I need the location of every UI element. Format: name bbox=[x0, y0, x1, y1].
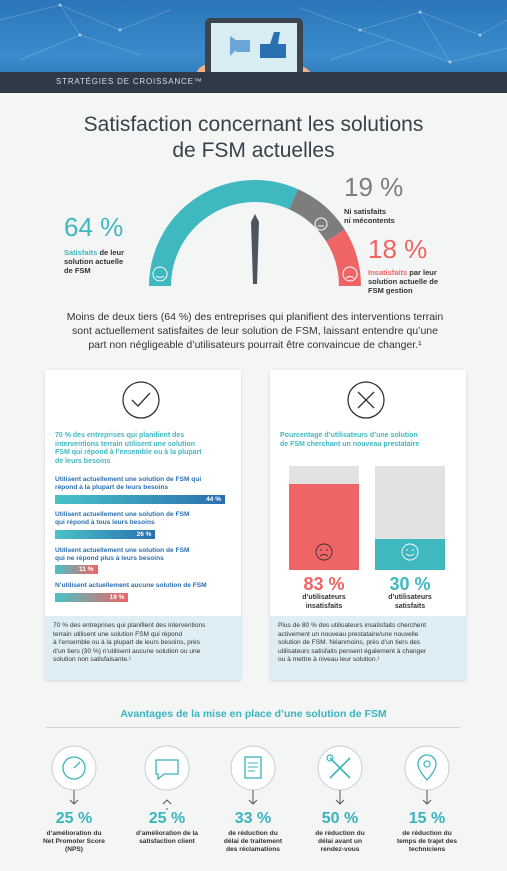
advantage-item-claims bbox=[207, 740, 299, 815]
intro-paragraph: Moins de deux tiers (64 %) des entrepris… bbox=[66, 311, 444, 351]
column-fill-dissatisfied bbox=[289, 483, 359, 570]
brand-band: STRATÉGIES DE CROISSANCE™ bbox=[0, 72, 507, 93]
advantage-caption-claims: de réduction du délai de traitement des ré… bbox=[223, 830, 283, 853]
advantage-item-appointment bbox=[294, 740, 386, 815]
dissatisfied-users-caption: d’utilisateurs insatisfaits bbox=[302, 594, 346, 610]
satisfied-users-caption: d’utilisateurs satisfaits bbox=[388, 594, 432, 610]
neutral-face-icon bbox=[314, 217, 328, 231]
advantage-caption-nps: d’amélioration du Net Promoter Score (NPS) bbox=[43, 830, 105, 853]
advantage-caption-travel: de réduction du temps de trajet des techni… bbox=[396, 830, 458, 853]
gauge-icon bbox=[51, 745, 97, 805]
advantage-pct-appointment: 50 % bbox=[321, 810, 359, 827]
sad-face-icon bbox=[342, 266, 358, 282]
page-title: Satisfaction concernant les solutions de… bbox=[83, 113, 424, 162]
gauge-arc-dissatisfied bbox=[325, 229, 362, 287]
document-icon bbox=[230, 745, 276, 805]
column-track-dissatisfied bbox=[289, 466, 359, 570]
bar-no-solution: 19 % bbox=[55, 593, 129, 602]
advantage-pct-nps: 25 % bbox=[55, 810, 93, 827]
header-banner: STRATÉGIES DE CROISSANCE™ bbox=[0, 0, 507, 93]
advantages-divider bbox=[46, 727, 460, 728]
cross-circle-icon bbox=[347, 381, 385, 419]
network-lines-decoration bbox=[0, 3, 507, 64]
advantages-title: Avantages de la mise en place d’une solu… bbox=[120, 708, 387, 720]
sad-face-icon bbox=[315, 543, 333, 561]
bar-no-longer-meets: 11 % bbox=[55, 565, 98, 574]
bar-all-needs: 26 % bbox=[55, 530, 156, 539]
satisfaction-gauge bbox=[149, 180, 362, 287]
needs-card: 70 % des entreprises qui planifient des … bbox=[45, 370, 241, 680]
provider-card-footer: Plus de 80 % des utilisateurs insatisfai… bbox=[270, 616, 466, 680]
column-track-satisfied bbox=[375, 466, 445, 570]
bar-label-no-longer-meets: Utilisent actuellement une solution de F… bbox=[55, 547, 190, 562]
advantage-item-satisfaction bbox=[121, 740, 213, 822]
satisfied-caption: Satisfaits de leur solution actuelle de … bbox=[64, 248, 125, 275]
gauge-arc-satisfied bbox=[149, 180, 299, 287]
dissatisfied-caption: Insatisfaits par leur solution actuelle … bbox=[368, 268, 439, 295]
advantage-pct-claims: 33 % bbox=[234, 810, 272, 827]
smiley-face-icon bbox=[152, 266, 168, 282]
dissatisfied-users-percent: 83 % bbox=[303, 574, 345, 594]
dissatisfied-percent: 18 % bbox=[368, 234, 428, 264]
chat-bubble-icon bbox=[144, 745, 190, 822]
satisfied-users-percent: 30 % bbox=[389, 574, 431, 594]
tools-icon bbox=[317, 745, 363, 805]
gauge-arc-neutral bbox=[288, 189, 345, 242]
bar-label-most-needs: Utilisent actuellement une solution de F… bbox=[55, 476, 202, 491]
gauge-needle bbox=[251, 214, 259, 284]
advantage-item-nps bbox=[28, 740, 120, 815]
neutral-percent: 19 % bbox=[344, 172, 404, 202]
provider-card-heading: Pourcentage d’utilisateurs d’une solutio… bbox=[280, 432, 420, 448]
advantage-caption-appointment: de réduction du délai avant un rendez-vous bbox=[315, 830, 365, 853]
advantage-pct-travel: 15 % bbox=[408, 810, 446, 827]
needs-card-heading: 70 % des entreprises qui planifient des … bbox=[55, 432, 202, 465]
satisfied-percent: 64 % bbox=[64, 212, 124, 242]
smiley-face-icon bbox=[401, 543, 419, 561]
advantage-item-travel bbox=[381, 740, 473, 815]
bar-label-no-solution: N’utilisent actuellement aucune solution… bbox=[55, 582, 207, 589]
bar-label-all-needs: Utilisent actuellement une solution de F… bbox=[55, 511, 190, 526]
advantage-pct-satisfaction: 25 % bbox=[148, 810, 186, 827]
provider-search-card: Pourcentage d’utilisateurs d’une solutio… bbox=[270, 370, 466, 680]
bar-most-needs: 44 % bbox=[55, 495, 225, 504]
brand-label: STRATÉGIES DE CROISSANCE™ bbox=[56, 77, 203, 86]
needs-card-footer: 70 % des entreprises qui planifient des … bbox=[45, 616, 241, 680]
checkmark-circle-icon bbox=[122, 381, 160, 419]
neutral-caption: Ni satisfaits ni mécontents bbox=[344, 207, 395, 225]
advantage-caption-satisfaction: d’amélioration de la satisfaction client bbox=[136, 830, 198, 845]
map-pin-icon bbox=[404, 745, 450, 805]
